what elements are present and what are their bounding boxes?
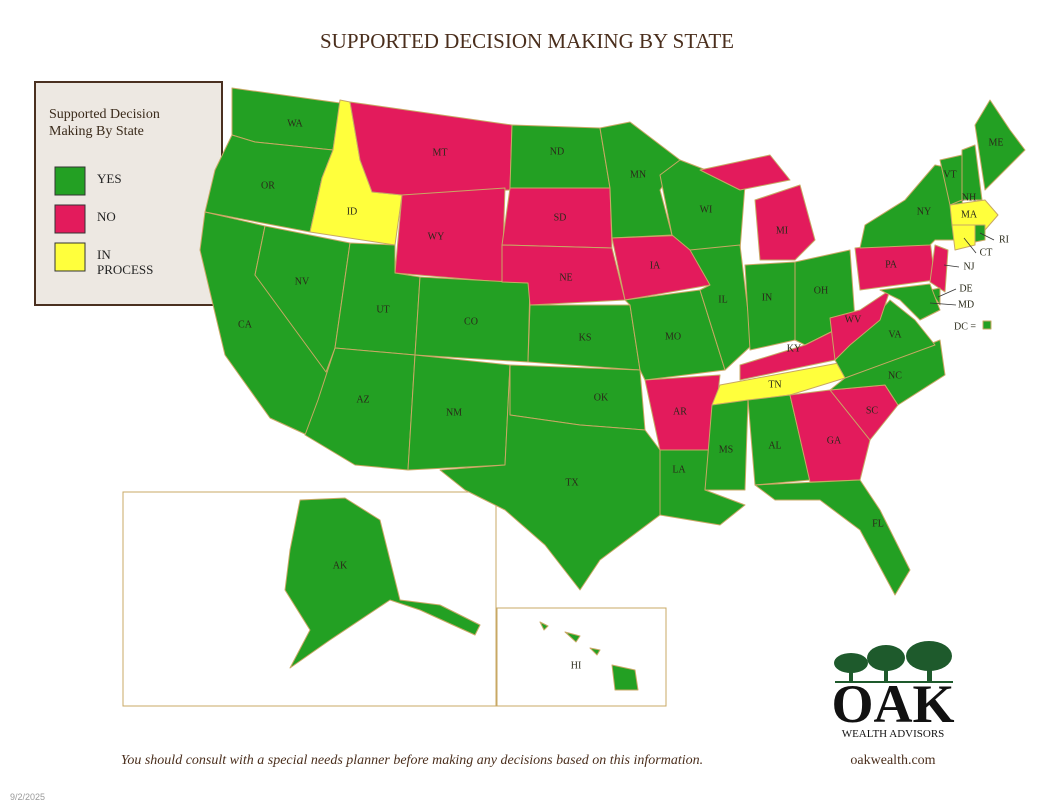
- state-label: IL: [718, 294, 727, 305]
- state-label: AZ: [356, 394, 369, 405]
- state-label: MD: [958, 299, 974, 310]
- legend-title: Supported Decision Making By State: [49, 107, 160, 139]
- state-label: NH: [962, 192, 976, 203]
- state-label: MT: [433, 147, 448, 158]
- legend-label: IN PROCESS: [97, 247, 153, 277]
- state-shape: [349, 101, 513, 196]
- state-shape: [284, 497, 481, 669]
- state-label: AR: [673, 406, 687, 417]
- state-label: OK: [594, 392, 609, 403]
- state-label: SC: [866, 405, 879, 416]
- state-shape: [254, 225, 351, 373]
- state-shape: [929, 244, 949, 293]
- state-shape: [789, 389, 871, 483]
- state-label: MS: [719, 444, 733, 455]
- state-label: WA: [287, 118, 303, 129]
- state-label: UT: [376, 304, 389, 315]
- state-label: NY: [917, 206, 931, 217]
- state-label: MO: [665, 331, 681, 342]
- state-label: NE: [559, 272, 572, 283]
- state-label: MN: [630, 169, 646, 180]
- state-label: FL: [872, 518, 884, 529]
- state-shape: [394, 187, 506, 283]
- title: SUPPORTED DECISION MAKING BY STATE: [320, 29, 734, 53]
- state-label: RI: [999, 234, 1009, 245]
- leader-line: [929, 302, 957, 306]
- alaska-inset: [122, 491, 497, 707]
- logo-name: OAK: [831, 674, 954, 734]
- state-label: WI: [700, 204, 713, 215]
- state-shape: [829, 289, 891, 361]
- state-shape: [744, 261, 796, 351]
- state-label: ME: [989, 137, 1004, 148]
- legend-swatch: [54, 242, 86, 272]
- leader-line: [943, 264, 960, 268]
- date: 9/2/2025: [10, 792, 45, 802]
- state-label: OH: [814, 285, 828, 296]
- state-label: DC =: [954, 321, 976, 332]
- state-label: ND: [550, 146, 564, 157]
- state-shape: [599, 121, 681, 239]
- state-shape: [704, 399, 749, 491]
- state-label: KS: [579, 332, 592, 343]
- state-shape: [539, 621, 639, 691]
- state-label: NJ: [963, 261, 974, 272]
- state-shape: [982, 320, 992, 330]
- state-shape: [829, 339, 946, 406]
- state-label: IN: [762, 292, 773, 303]
- state-label: MA: [961, 209, 978, 220]
- state-label: TX: [565, 477, 579, 488]
- state-shape: [951, 224, 976, 251]
- leader-line: [937, 288, 957, 298]
- state-label: PA: [885, 259, 898, 270]
- state-shape: [711, 359, 856, 406]
- state-shape: [974, 224, 986, 243]
- logo-tagline: WEALTH ADVISORS: [842, 728, 945, 740]
- state-shape: [754, 479, 911, 596]
- legend-swatch: [54, 204, 86, 234]
- state-label: MI: [776, 225, 788, 236]
- map: WA OR CA NV ID MT WY UT CO AZ NM ND SD NE KS OK TX MN IA MO…: [199, 87, 1026, 691]
- state-label: OR: [261, 180, 275, 191]
- logo-trees: [834, 641, 953, 683]
- state-label: NV: [295, 276, 310, 287]
- state-label: ID: [347, 206, 358, 217]
- state-label: CO: [464, 316, 478, 327]
- state-shape: [699, 154, 816, 261]
- state-label: NM: [446, 407, 462, 418]
- state-shape: [949, 199, 999, 231]
- leader-line: [963, 237, 977, 254]
- state-shape: [974, 99, 1026, 191]
- state-label: LA: [672, 464, 686, 475]
- state-label: NC: [888, 370, 902, 381]
- legend-swatch: [54, 166, 86, 196]
- website: oakwealth.com: [850, 753, 935, 768]
- hawaii-inset: [496, 607, 667, 707]
- legend-label: YES: [97, 171, 122, 186]
- state-label: VA: [888, 329, 902, 340]
- state-shape: [439, 364, 661, 591]
- state-label: IA: [650, 260, 661, 271]
- leader-line: [979, 232, 995, 241]
- state-label: CT: [980, 247, 993, 258]
- state-shape: [879, 283, 941, 321]
- state-label: WV: [845, 314, 862, 325]
- state-shape: [689, 244, 753, 371]
- state-label: CA: [238, 319, 253, 330]
- state-label: HI: [571, 660, 582, 671]
- state-label: AK: [333, 560, 348, 571]
- state-label: SD: [554, 212, 567, 223]
- wrapped-text: Supported Decision Making By State: [49, 107, 160, 139]
- state-label: GA: [827, 435, 842, 446]
- disclaimer: You should consult with a special needs …: [121, 753, 703, 768]
- state-label: VT: [943, 169, 956, 180]
- state-label: TN: [768, 379, 781, 390]
- state-label: AL: [768, 440, 781, 451]
- state-label: KY: [787, 343, 801, 354]
- state-label: DE: [959, 283, 972, 294]
- legend-label: NO: [97, 209, 116, 224]
- state-label: WY: [428, 231, 445, 242]
